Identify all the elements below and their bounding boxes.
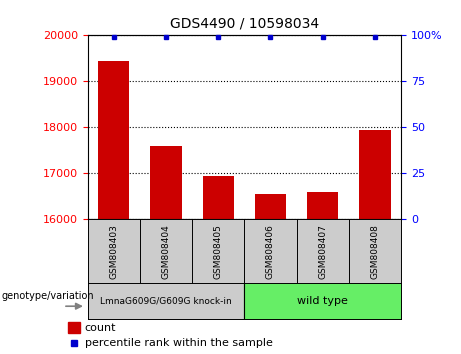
Text: GSM808406: GSM808406 [266, 224, 275, 279]
Text: percentile rank within the sample: percentile rank within the sample [85, 338, 272, 348]
Bar [255, 194, 286, 219]
Text: GSM808403: GSM808403 [109, 224, 118, 279]
Bar [359, 130, 390, 219]
Text: LmnaG609G/G609G knock-in: LmnaG609G/G609G knock-in [100, 296, 232, 306]
Text: GSM808405: GSM808405 [214, 224, 223, 279]
Bar [202, 176, 234, 219]
Title: GDS4490 / 10598034: GDS4490 / 10598034 [170, 16, 319, 30]
Text: genotype/variation: genotype/variation [2, 291, 95, 301]
Text: GSM808407: GSM808407 [318, 224, 327, 279]
Bar [98, 61, 130, 219]
Text: GSM808408: GSM808408 [371, 224, 379, 279]
Bar [68, 322, 80, 333]
Bar [307, 192, 338, 219]
Bar [150, 146, 182, 219]
Text: GSM808404: GSM808404 [161, 224, 171, 279]
Text: count: count [85, 322, 116, 332]
Text: wild type: wild type [297, 296, 348, 306]
